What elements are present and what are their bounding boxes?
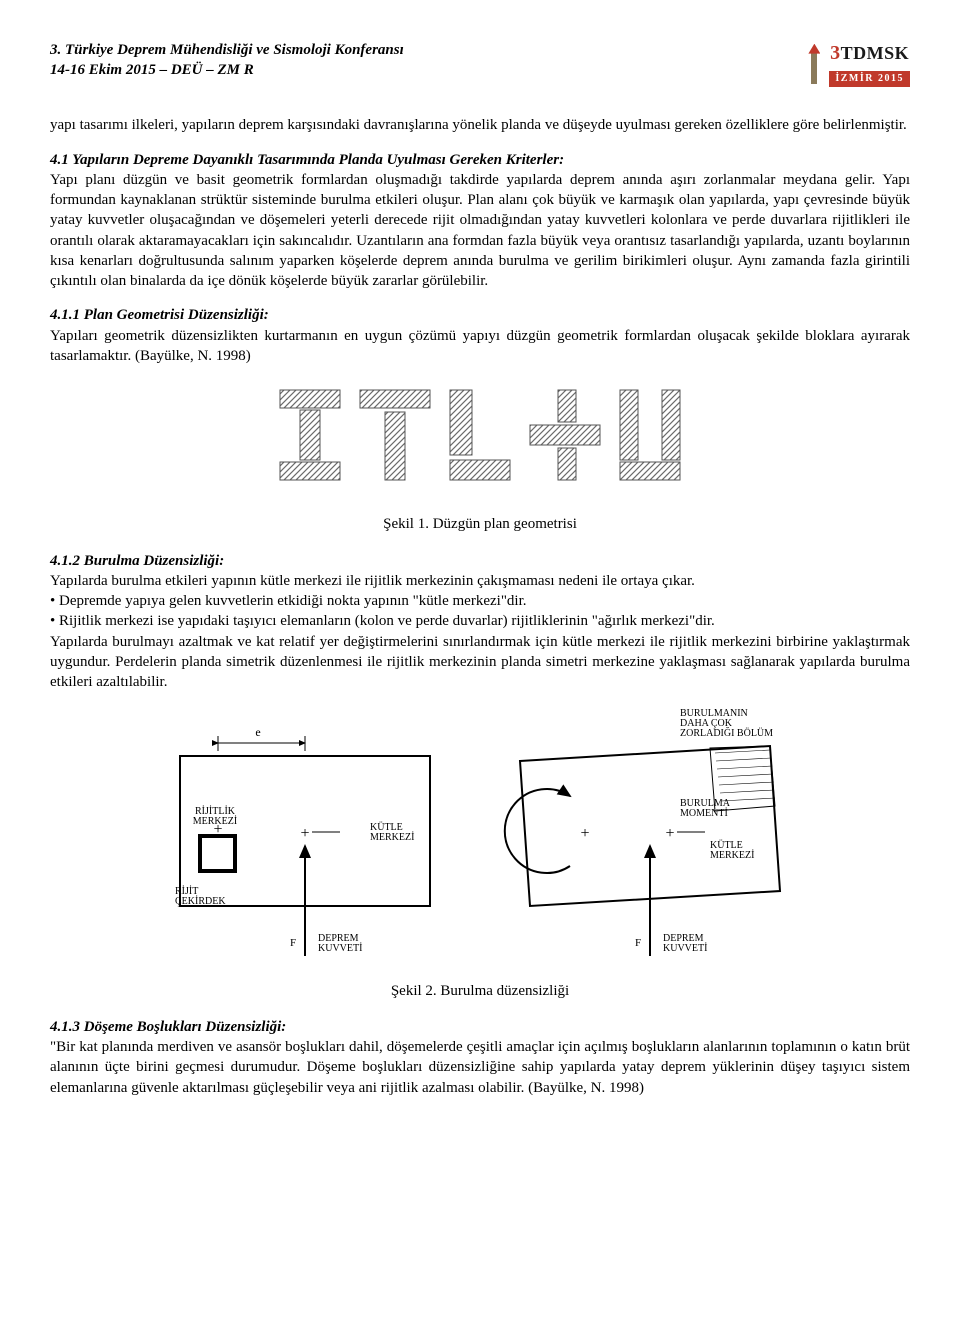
- section-4-1: 4.1 Yapıların Depreme Dayanıklı Tasarımı…: [50, 150, 910, 292]
- logo-subtitle: İZMİR 2015: [829, 71, 910, 87]
- section-4-1-3: 4.1.3 Döşeme Boşlukları Düzensizliği: "B…: [50, 1017, 910, 1098]
- torsion-diagram: e + RİJİTLİK MERKEZİ + KÜTLE MERKEZİ RİJ…: [140, 706, 820, 966]
- header-text: 3. Türkiye Deprem Mühendisliği ve Sismol…: [50, 40, 404, 81]
- logo-text-block: 3TDMSK İZMİR 2015: [829, 40, 910, 87]
- conference-logo: 3TDMSK İZMİR 2015: [805, 40, 910, 87]
- svg-text:KUVVETİ: KUVVETİ: [663, 942, 707, 954]
- sec41-body: Yapı planı düzgün ve basit geometrik for…: [50, 172, 910, 289]
- plan-geometry-diagram: [270, 380, 690, 500]
- section-4-1-2: 4.1.2 Burulma Düzensizliği: Yapılarda bu…: [50, 551, 910, 693]
- svg-text:MERKEZİ: MERKEZİ: [370, 831, 414, 843]
- figure-1-caption: Şekil 1. Düzgün plan geometrisi: [50, 514, 910, 534]
- sec413-title: 4.1.3 Döşeme Boşlukları Düzensizliği:: [50, 1019, 286, 1035]
- sec412-line2: • Depremde yapıya gelen kuvvetlerin etki…: [50, 593, 527, 609]
- label-e: e: [255, 725, 260, 739]
- sec411-body: Yapıları geometrik düzensizlikten kurtar…: [50, 328, 910, 364]
- figure-1: [50, 380, 910, 506]
- sec412-body: Yapılarda burulmayı azaltmak ve kat rela…: [50, 634, 910, 691]
- sec412-line1: Yapılarda burulma etkileri yapının kütle…: [50, 573, 695, 589]
- section-4-1-1: 4.1.1 Plan Geometrisi Düzensizliği: Yapı…: [50, 305, 910, 366]
- svg-text:+: +: [665, 825, 674, 842]
- sec411-title: 4.1.1 Plan Geometrisi Düzensizliği:: [50, 307, 269, 323]
- svg-text:ZORLADIĞI BÖLÜM: ZORLADIĞI BÖLÜM: [680, 727, 773, 739]
- svg-text:MERKEZİ: MERKEZİ: [193, 815, 237, 827]
- header-line1: 3. Türkiye Deprem Mühendisliği ve Sismol…: [50, 40, 404, 60]
- sec412-title: 4.1.2 Burulma Düzensizliği:: [50, 553, 224, 569]
- svg-text:+: +: [580, 825, 589, 842]
- sec412-line3: • Rijitlik merkezi ise yapıdaki taşıyıcı…: [50, 613, 715, 629]
- svg-text:MERKEZİ: MERKEZİ: [710, 849, 754, 861]
- page-header: 3. Türkiye Deprem Mühendisliği ve Sismol…: [50, 40, 910, 87]
- svg-text:+: +: [300, 825, 309, 842]
- logo-number: 3: [830, 42, 841, 64]
- label-f-right: F: [635, 937, 641, 949]
- sec413-body: "Bir kat planında merdiven ve asansör bo…: [50, 1039, 910, 1096]
- svg-text:MOMENTİ: MOMENTİ: [680, 807, 728, 819]
- figure-2-caption: Şekil 2. Burulma düzensizliği: [50, 981, 910, 1001]
- figure-2: e + RİJİTLİK MERKEZİ + KÜTLE MERKEZİ RİJ…: [50, 706, 910, 972]
- intro-paragraph: yapı tasarımı ilkeleri, yapıların deprem…: [50, 115, 910, 135]
- svg-text:ÇEKİRDEK: ÇEKİRDEK: [175, 895, 226, 907]
- logo-tdmsk: 3TDMSK: [829, 40, 910, 67]
- header-line2: 14-16 Ekim 2015 – DEÜ – ZM R: [50, 60, 404, 80]
- label-f-left: F: [290, 937, 296, 949]
- sec41-title: 4.1 Yapıların Depreme Dayanıklı Tasarımı…: [50, 152, 564, 168]
- logo-acronym: TDMSK: [841, 43, 910, 63]
- svg-text:KUVVETİ: KUVVETİ: [318, 942, 362, 954]
- clock-tower-icon: [805, 44, 823, 84]
